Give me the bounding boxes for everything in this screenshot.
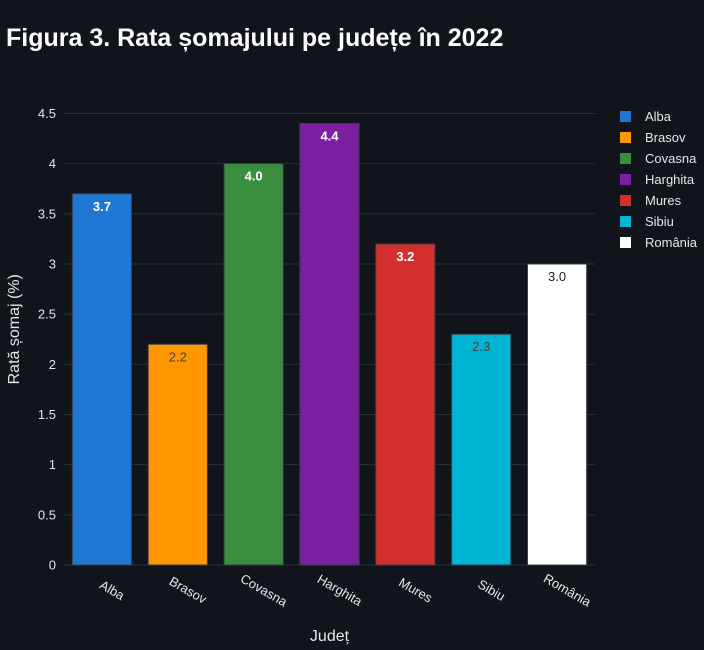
legend-item[interactable]: Harghita — [620, 169, 697, 190]
y-tick-label: 3 — [49, 257, 56, 272]
y-tick-label: 2.5 — [38, 307, 56, 322]
legend-label: Sibiu — [645, 214, 674, 229]
x-tick-label: Harghita — [315, 571, 366, 609]
legend-swatch — [620, 216, 631, 227]
bar-value-label: 3.2 — [396, 249, 414, 264]
legend-swatch — [620, 237, 631, 248]
legend-swatch — [620, 111, 631, 122]
bar-sibiu — [451, 333, 512, 566]
x-tick-label: Brasov — [167, 573, 210, 606]
y-tick-label: 2 — [49, 357, 56, 372]
legend-label: Covasna — [645, 151, 697, 166]
y-tick-label: 0 — [49, 558, 56, 573]
x-tick-label: Mures — [396, 575, 435, 606]
legend-swatch — [620, 174, 631, 185]
y-axis-title: Rată șomaj (%) — [6, 274, 23, 384]
y-tick-label: 0.5 — [38, 507, 56, 522]
bar-value-label: 4.4 — [320, 129, 339, 144]
x-axis-title: Județ — [310, 628, 350, 645]
legend-label: România — [645, 235, 698, 250]
bar-alba — [71, 193, 133, 566]
legend-swatch — [620, 132, 631, 143]
bar-value-label: 2.2 — [169, 349, 187, 364]
legend-label: Harghita — [645, 172, 695, 187]
y-tick-label: 1.5 — [38, 407, 56, 422]
x-tick-label: Covasna — [238, 571, 291, 610]
legend-swatch — [620, 195, 631, 206]
bar-value-label: 4.0 — [245, 169, 263, 184]
legend-item[interactable]: Covasna — [620, 148, 697, 169]
x-tick-label: România — [541, 571, 594, 610]
legend-item[interactable]: Mures — [620, 190, 697, 211]
bar-covasna — [223, 163, 284, 566]
x-tick-label: Sibiu — [475, 576, 508, 603]
legend-swatch — [620, 153, 631, 164]
y-tick-label: 3.5 — [38, 206, 56, 221]
chart-legend[interactable]: Alba Brasov Covasna Harghita Mures Sibiu Român… — [620, 106, 697, 253]
bar-value-label: 3.0 — [548, 269, 566, 284]
bar-mures — [375, 243, 436, 566]
legend-item[interactable]: Sibiu — [620, 211, 697, 232]
chart-title: Figura 3. Rata șomajului pe județe în 20… — [6, 24, 504, 52]
bar-value-label: 2.3 — [472, 339, 490, 354]
bar-românia — [526, 263, 588, 566]
legend-item[interactable]: Alba — [620, 106, 697, 127]
legend-label: Mures — [645, 193, 682, 208]
bar-brasov — [147, 343, 208, 566]
bar-value-label: 3.7 — [93, 199, 111, 214]
y-tick-label: 4.5 — [38, 106, 56, 121]
legend-item[interactable]: Brasov — [620, 127, 697, 148]
x-tick-label: Alba — [97, 577, 128, 603]
legend-label: Alba — [645, 109, 672, 124]
y-tick-label: 1 — [49, 457, 56, 472]
bar-harghita — [299, 123, 360, 566]
y-tick-label: 4 — [49, 156, 56, 171]
legend-item[interactable]: România — [620, 232, 697, 253]
legend-label: Brasov — [645, 130, 686, 145]
